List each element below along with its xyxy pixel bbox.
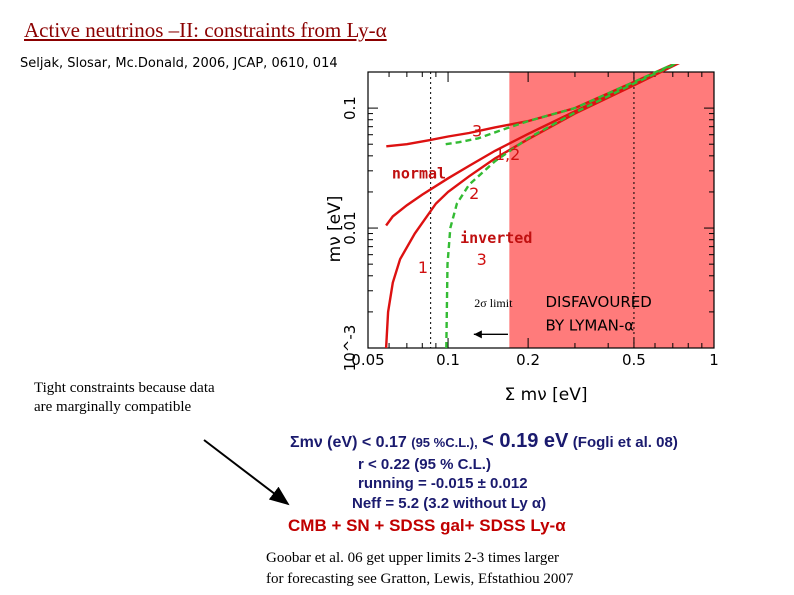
inverted-curve-3 [445,64,679,349]
x-axis-label: Σ mν [eV] [505,385,588,404]
normal-curve-12 [386,64,677,148]
inverted-curve-12 [445,64,677,146]
y-tick-label: 0.1 [341,96,359,120]
y-tick-label: 10^-3 [341,325,359,372]
normal-curve-3 [385,64,679,227]
curve-label-1: 1 [418,258,428,277]
pointer-arrow [203,439,290,506]
footnote-line-2: for forecasting see Gratton, Lewis, Efst… [266,571,574,587]
disfavoured-label-2: BY LYMAN-α [546,316,635,334]
curve-label-3-inverted: 3 [477,250,487,269]
eq-cl: (95 %C.L.), [411,435,478,450]
x-tick-label: 0.5 [622,351,646,369]
running-constraint: running = -0.015 ± 0.012 [358,475,528,492]
tight-constraints-line-1: Tight constraints because data [34,380,215,396]
r-constraint: r < 0.22 (95 % C.L.) [358,456,491,473]
curve-label-2: 2 [469,184,479,203]
eq-main: Σmν (eV) < 0.17 [290,434,407,451]
citation: Seljak, Slosar, Mc.Donald, 2006, JCAP, 0… [20,56,338,71]
x-tick-label: 0.05 [351,351,384,369]
curve-label-12: 1,2 [495,145,520,164]
neff-constraint: Neff = 5.2 (3.2 without Ly α) [352,495,547,512]
inverted-hierarchy-label: inverted [460,229,532,247]
y-axis-label: mν [eV] [325,196,345,263]
disfavoured-label-1: DISFAVOURED [546,293,652,311]
footnote-line-1: Goobar et al. 06 get upper limits 2-3 ti… [266,550,559,566]
limit-arrowhead [473,330,482,339]
eq-fogli-b: (Fogli et al. 08) [572,434,678,451]
tight-constraints-line-2: are marginally compatible [34,399,192,415]
x-tick-label: 0.1 [436,351,460,369]
normal-hierarchy-label: normal [392,164,446,182]
y-tick-label: 0.01 [341,211,359,244]
x-tick-label: 1 [709,351,719,369]
plot-frame [367,71,715,349]
x-tick-label: 0.2 [516,351,540,369]
datasets-line: CMB + SN + SDSS gal+ SDSS Ly-α [288,516,566,535]
slide-title: Active neutrinos –II: constraints from L… [24,18,387,42]
curve-label-3-normal: 3 [472,121,482,140]
limit-label: 2σ limit [474,296,513,310]
eq-fogli-a: < 0.19 eV [482,430,569,452]
normal-curve-1 [384,64,680,349]
sum-mass-constraint: Σmν (eV) < 0.17 (95 %C.L.), < 0.19 eV (F… [290,430,678,453]
neutrino-mass-plot: 0.05 0.1 0.2 0.5 1 10^-3 0.01 0.1 mν [eV] Σ mν [e… [325,64,719,404]
